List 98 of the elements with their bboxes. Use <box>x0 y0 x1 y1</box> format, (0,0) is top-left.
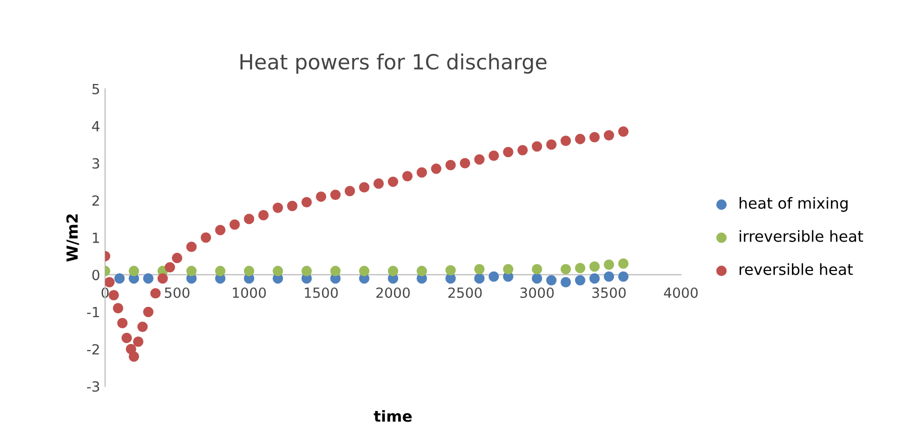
point <box>137 322 148 332</box>
point <box>618 258 629 269</box>
point <box>618 126 629 137</box>
point <box>128 351 140 362</box>
point <box>474 264 485 274</box>
point <box>546 139 557 150</box>
point <box>301 266 312 276</box>
point <box>143 306 154 318</box>
point <box>164 262 176 272</box>
point <box>359 266 370 276</box>
point <box>186 266 197 276</box>
point <box>532 273 542 284</box>
point <box>215 224 226 236</box>
point <box>604 271 614 282</box>
point <box>330 190 341 200</box>
point <box>272 266 284 276</box>
point <box>445 160 456 170</box>
point <box>574 275 586 286</box>
x-tick-label: 1000 <box>232 287 266 298</box>
point <box>416 266 428 276</box>
point <box>546 275 557 286</box>
point <box>589 261 600 272</box>
point <box>229 219 240 230</box>
point <box>287 200 298 212</box>
point <box>618 271 629 282</box>
point <box>186 242 197 252</box>
point <box>114 273 125 284</box>
point <box>105 276 115 288</box>
point <box>128 266 140 276</box>
point <box>589 132 600 142</box>
y-tick-label: -1 <box>87 307 99 318</box>
point <box>502 264 514 274</box>
point <box>589 273 600 284</box>
y-tick-label: 4 <box>92 121 100 132</box>
point <box>604 130 614 140</box>
y-tick-label: -2 <box>87 344 99 354</box>
point <box>402 170 413 182</box>
x-tick-label: 1500 <box>304 287 338 298</box>
point <box>474 154 485 165</box>
point <box>560 276 571 288</box>
y-tick-label: 5 <box>92 84 100 94</box>
point <box>143 273 154 284</box>
point <box>488 271 499 282</box>
point <box>122 332 132 344</box>
y-tick-label: 0 <box>92 270 100 280</box>
point <box>474 273 485 284</box>
point <box>200 232 212 243</box>
point <box>502 146 514 158</box>
point <box>517 144 528 156</box>
point <box>431 164 442 174</box>
point <box>215 266 226 276</box>
point <box>416 167 428 178</box>
x-axis-title: time <box>374 410 412 422</box>
y-axis-title: W/m2 <box>66 214 80 262</box>
x-tick-label: 3000 <box>520 287 554 298</box>
point <box>532 264 542 274</box>
point <box>460 158 470 168</box>
y-tick-label: -3 <box>87 381 100 392</box>
point <box>560 264 571 274</box>
point <box>604 259 614 270</box>
point <box>150 288 161 299</box>
point <box>244 214 254 224</box>
point <box>157 273 168 284</box>
x-tick-label: 2000 <box>376 287 410 298</box>
point <box>344 186 356 196</box>
chart-title: Heat powers for 1C discharge <box>240 54 546 74</box>
point <box>388 176 398 187</box>
point <box>244 266 254 276</box>
point <box>258 210 269 220</box>
point <box>172 252 182 264</box>
point <box>301 197 312 208</box>
x-tick-label: 0 <box>102 287 109 298</box>
point <box>112 302 124 314</box>
point <box>108 290 119 300</box>
y-tick-label: 3 <box>92 158 100 169</box>
point <box>373 178 384 189</box>
point <box>359 182 370 193</box>
point <box>272 202 284 213</box>
point <box>330 266 341 276</box>
legend-label: heat of mixing <box>740 197 848 212</box>
point <box>574 262 586 274</box>
x-tick-label: 4000 <box>664 287 698 298</box>
point <box>133 336 144 347</box>
x-tick-label: 3500 <box>592 287 626 298</box>
y-tick-label: 1 <box>92 232 99 243</box>
legend-label: irreversible heat <box>740 230 864 242</box>
point <box>532 141 542 152</box>
x-tick-label: 500 <box>164 287 190 298</box>
point <box>117 318 128 328</box>
y-tick-label: 2 <box>92 195 99 206</box>
legend-label: reversible heat <box>740 263 853 276</box>
x-tick-label: 2500 <box>448 287 482 298</box>
point <box>316 191 326 202</box>
point <box>388 266 398 276</box>
point <box>445 265 456 276</box>
point <box>574 134 586 144</box>
point <box>560 136 571 146</box>
point <box>488 150 499 161</box>
